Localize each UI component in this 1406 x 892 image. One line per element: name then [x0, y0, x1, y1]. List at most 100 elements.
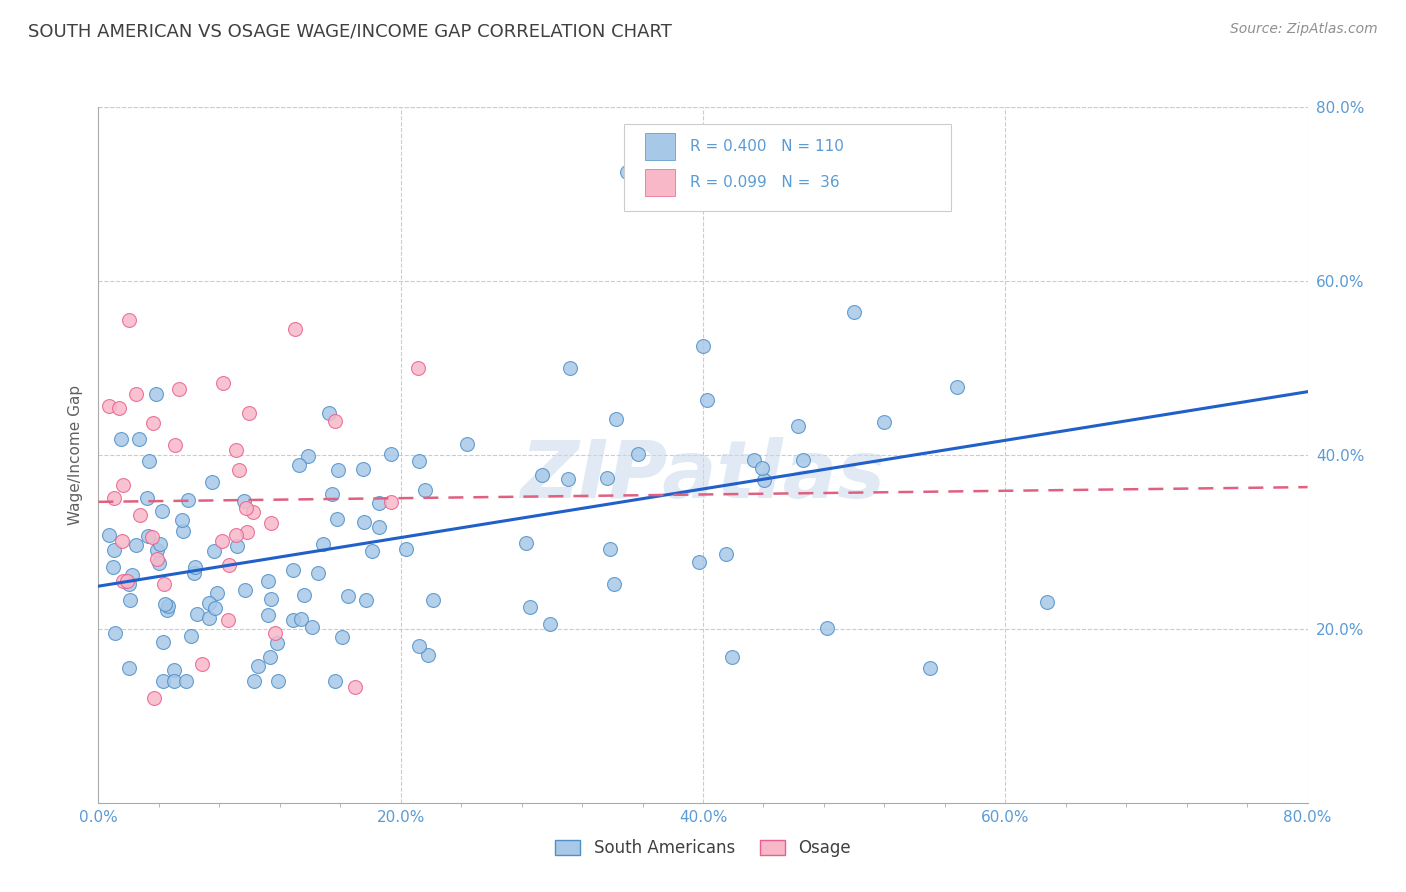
Point [416, 648, 439, 663]
Point [946, 380, 969, 394]
Point [560, 360, 582, 375]
Point [138, 454, 160, 468]
Point [212, 376, 235, 390]
Point [153, 576, 176, 591]
Point [696, 392, 718, 407]
Point [184, 560, 207, 574]
Point [323, 674, 346, 689]
Point [752, 473, 775, 487]
Point [368, 520, 391, 534]
Point [163, 674, 186, 689]
Point [236, 524, 259, 539]
Point [243, 674, 266, 689]
Point [125, 387, 148, 401]
Point [323, 414, 346, 428]
Point [233, 494, 256, 508]
Point [118, 576, 141, 591]
Point [380, 447, 402, 461]
Point [815, 621, 838, 635]
Text: ZIPatlas: ZIPatlas [520, 437, 886, 515]
Point [172, 524, 194, 539]
Point [110, 433, 132, 447]
Point [170, 512, 193, 526]
Point [662, 191, 685, 205]
Point [118, 661, 141, 675]
Point [149, 537, 172, 551]
Point [352, 462, 374, 476]
Point [256, 607, 278, 622]
Point [408, 453, 430, 467]
Point [157, 599, 180, 614]
Y-axis label: Wage/Income Gap: Wage/Income Gap [67, 384, 83, 525]
Point [456, 437, 478, 451]
Point [326, 512, 349, 526]
Point [198, 611, 221, 625]
Point [103, 560, 125, 574]
Point [540, 617, 562, 632]
Point [145, 386, 167, 401]
Point [136, 491, 159, 506]
Point [413, 483, 436, 497]
Point [515, 536, 537, 550]
Point [344, 680, 367, 694]
Point [97, 528, 120, 542]
Point [288, 458, 311, 473]
Point [242, 505, 264, 519]
Point [183, 566, 205, 580]
Point [225, 527, 247, 541]
Point [165, 438, 187, 452]
Point [238, 406, 260, 420]
Point [519, 600, 541, 615]
Point [259, 650, 281, 665]
Text: R = 0.400   N = 110: R = 0.400 N = 110 [690, 139, 844, 154]
Point [228, 462, 250, 476]
Point [312, 536, 335, 550]
Point [156, 603, 179, 617]
Point [146, 552, 169, 566]
Point [786, 419, 808, 434]
Point [180, 629, 202, 643]
Point [354, 593, 377, 607]
FancyBboxPatch shape [645, 134, 675, 160]
Point [721, 650, 744, 665]
Point [136, 529, 159, 543]
Point [125, 538, 148, 552]
Point [112, 478, 135, 492]
Point [233, 583, 256, 598]
Point [328, 463, 350, 477]
Point [142, 691, 165, 706]
Point [595, 471, 617, 485]
Point [297, 450, 319, 464]
Point [751, 460, 773, 475]
Point [128, 433, 150, 447]
FancyBboxPatch shape [624, 124, 950, 211]
Point [202, 544, 225, 558]
Text: R = 0.099   N =  36: R = 0.099 N = 36 [690, 175, 839, 190]
Point [111, 533, 134, 548]
Point [146, 542, 169, 557]
Point [152, 674, 174, 689]
Point [198, 596, 221, 610]
Point [217, 613, 239, 627]
Point [714, 547, 737, 561]
Point [318, 406, 340, 420]
Point [605, 412, 627, 426]
Point [616, 165, 638, 179]
Point [103, 491, 125, 505]
Point [260, 516, 283, 530]
Point [117, 574, 139, 588]
Point [307, 566, 329, 580]
Legend: South Americans, Osage: South Americans, Osage [548, 833, 858, 864]
Point [129, 508, 152, 522]
Point [141, 530, 163, 544]
FancyBboxPatch shape [645, 169, 675, 196]
Point [191, 657, 214, 672]
Point [353, 516, 375, 530]
Point [626, 447, 648, 461]
Point [235, 501, 257, 516]
Point [246, 659, 269, 673]
Point [112, 574, 135, 588]
Point [873, 415, 896, 429]
Point [266, 636, 288, 650]
Point [842, 305, 865, 319]
